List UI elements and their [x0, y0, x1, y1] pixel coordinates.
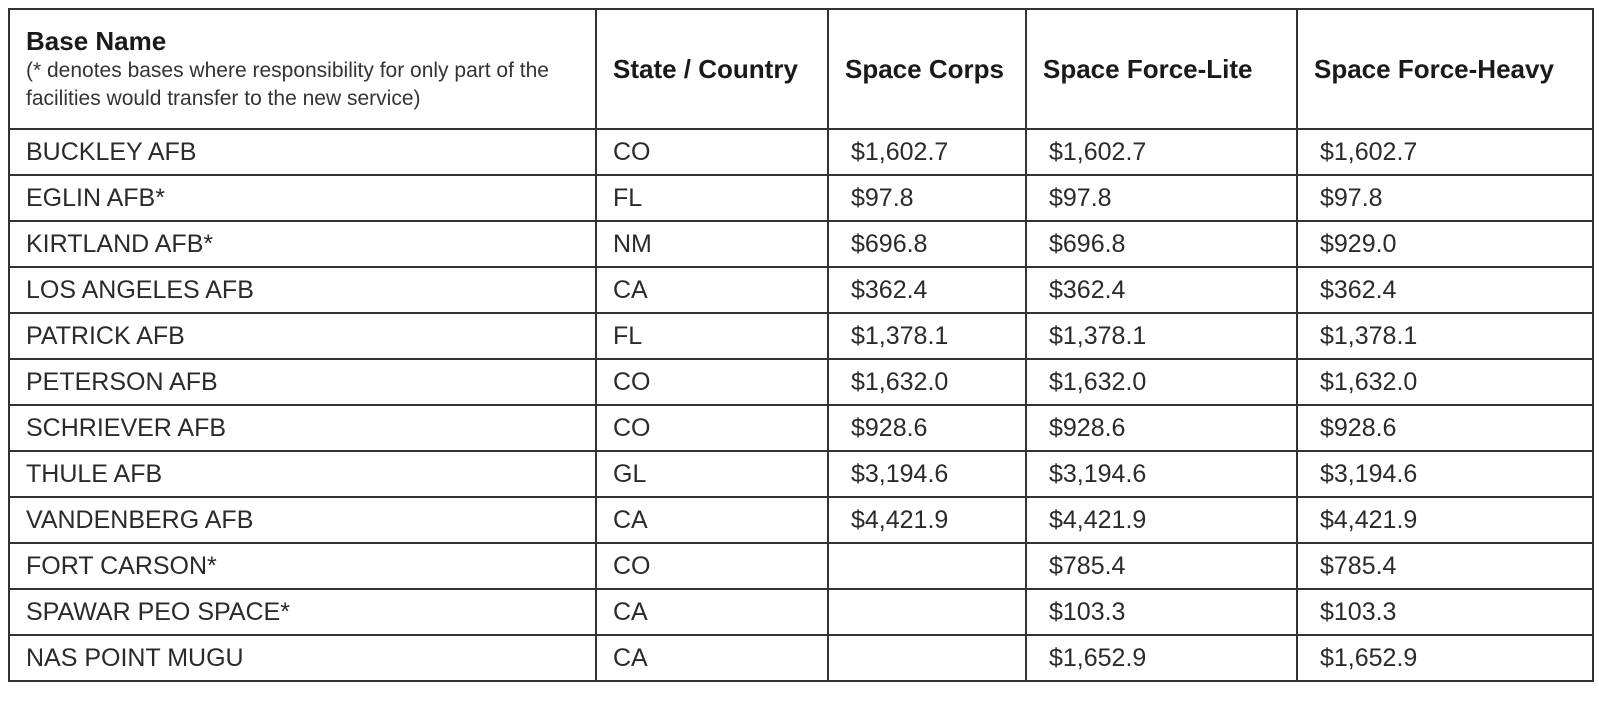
- cell-space-corps: [827, 634, 1027, 682]
- cell-state: CA: [595, 634, 829, 682]
- cell-space-force-heavy: $362.4: [1296, 266, 1594, 314]
- cell-space-force-heavy: $1,652.9: [1296, 634, 1594, 682]
- cell-state: FL: [595, 312, 829, 360]
- table-row: PATRICK AFB FL $1,378.1 $1,378.1 $1,378.…: [8, 312, 1594, 360]
- table-row: FORT CARSON* CO $785.4 $785.4: [8, 542, 1594, 590]
- table-body: BUCKLEY AFB CO $1,602.7 $1,602.7 $1,602.…: [8, 128, 1594, 682]
- header-space-corps: Space Corps: [827, 8, 1027, 130]
- table-header: Base Name (* denotes bases where respons…: [8, 8, 1594, 130]
- cell-space-force-lite: $1,632.0: [1025, 358, 1298, 406]
- cell-state: CA: [595, 588, 829, 636]
- cell-space-force-lite: $928.6: [1025, 404, 1298, 452]
- cell-space-force-heavy: $785.4: [1296, 542, 1594, 590]
- cell-space-force-heavy: $1,632.0: [1296, 358, 1594, 406]
- header-row: Base Name (* denotes bases where respons…: [8, 8, 1594, 130]
- cell-base-name: VANDENBERG AFB: [8, 496, 597, 544]
- cell-space-corps: $1,602.7: [827, 128, 1027, 176]
- cell-space-corps: $1,632.0: [827, 358, 1027, 406]
- cell-base-name: FORT CARSON*: [8, 542, 597, 590]
- cell-space-corps: $4,421.9: [827, 496, 1027, 544]
- header-base-name-note: (* denotes bases where responsibility fo…: [26, 59, 549, 110]
- cell-state: CO: [595, 542, 829, 590]
- cell-space-force-heavy: $1,378.1: [1296, 312, 1594, 360]
- cell-base-name: EGLIN AFB*: [8, 174, 597, 222]
- cell-state: GL: [595, 450, 829, 498]
- bases-cost-table: Base Name (* denotes bases where respons…: [8, 8, 1594, 682]
- header-state-country: State / Country: [595, 8, 829, 130]
- table-row: THULE AFB GL $3,194.6 $3,194.6 $3,194.6: [8, 450, 1594, 498]
- cell-space-force-lite: $1,652.9: [1025, 634, 1298, 682]
- cell-space-corps: $1,378.1: [827, 312, 1027, 360]
- cell-base-name: SPAWAR PEO SPACE*: [8, 588, 597, 636]
- cell-base-name: PETERSON AFB: [8, 358, 597, 406]
- table-row: VANDENBERG AFB CA $4,421.9 $4,421.9 $4,4…: [8, 496, 1594, 544]
- cell-space-force-lite: $362.4: [1025, 266, 1298, 314]
- cell-state: NM: [595, 220, 829, 268]
- cell-space-force-lite: $97.8: [1025, 174, 1298, 222]
- cell-space-force-heavy: $97.8: [1296, 174, 1594, 222]
- cell-space-corps: $97.8: [827, 174, 1027, 222]
- table-row: PETERSON AFB CO $1,632.0 $1,632.0 $1,632…: [8, 358, 1594, 406]
- cell-space-force-heavy: $928.6: [1296, 404, 1594, 452]
- header-base-name-title: Base Name: [26, 26, 167, 56]
- cell-state: CA: [595, 496, 829, 544]
- cell-base-name: PATRICK AFB: [8, 312, 597, 360]
- cell-space-corps: $3,194.6: [827, 450, 1027, 498]
- cell-state: CO: [595, 358, 829, 406]
- cell-base-name: NAS POINT MUGU: [8, 634, 597, 682]
- cell-space-corps: $928.6: [827, 404, 1027, 452]
- bases-table-container: Base Name (* denotes bases where respons…: [8, 8, 1594, 682]
- cell-base-name: KIRTLAND AFB*: [8, 220, 597, 268]
- cell-space-force-heavy: $3,194.6: [1296, 450, 1594, 498]
- cell-space-corps: [827, 542, 1027, 590]
- header-base-name: Base Name (* denotes bases where respons…: [8, 8, 597, 130]
- table-row: NAS POINT MUGU CA $1,652.9 $1,652.9: [8, 634, 1594, 682]
- cell-state: CA: [595, 266, 829, 314]
- cell-state: FL: [595, 174, 829, 222]
- header-space-force-lite: Space Force-Lite: [1025, 8, 1298, 130]
- cell-state: CO: [595, 404, 829, 452]
- cell-space-force-heavy: $103.3: [1296, 588, 1594, 636]
- table-row: KIRTLAND AFB* NM $696.8 $696.8 $929.0: [8, 220, 1594, 268]
- cell-base-name: BUCKLEY AFB: [8, 128, 597, 176]
- cell-state: CO: [595, 128, 829, 176]
- cell-space-corps: $362.4: [827, 266, 1027, 314]
- cell-space-force-lite: $3,194.6: [1025, 450, 1298, 498]
- header-space-force-heavy: Space Force-Heavy: [1296, 8, 1594, 130]
- cell-space-force-lite: $103.3: [1025, 588, 1298, 636]
- cell-space-force-lite: $785.4: [1025, 542, 1298, 590]
- cell-base-name: THULE AFB: [8, 450, 597, 498]
- table-row: SCHRIEVER AFB CO $928.6 $928.6 $928.6: [8, 404, 1594, 452]
- cell-space-force-heavy: $1,602.7: [1296, 128, 1594, 176]
- cell-base-name: LOS ANGELES AFB: [8, 266, 597, 314]
- table-row: BUCKLEY AFB CO $1,602.7 $1,602.7 $1,602.…: [8, 128, 1594, 176]
- cell-space-force-lite: $1,602.7: [1025, 128, 1298, 176]
- table-row: SPAWAR PEO SPACE* CA $103.3 $103.3: [8, 588, 1594, 636]
- cell-space-corps: $696.8: [827, 220, 1027, 268]
- cell-space-corps: [827, 588, 1027, 636]
- cell-space-force-lite: $4,421.9: [1025, 496, 1298, 544]
- table-row: EGLIN AFB* FL $97.8 $97.8 $97.8: [8, 174, 1594, 222]
- cell-space-force-lite: $1,378.1: [1025, 312, 1298, 360]
- cell-space-force-heavy: $929.0: [1296, 220, 1594, 268]
- cell-space-force-lite: $696.8: [1025, 220, 1298, 268]
- cell-base-name: SCHRIEVER AFB: [8, 404, 597, 452]
- cell-space-force-heavy: $4,421.9: [1296, 496, 1594, 544]
- table-row: LOS ANGELES AFB CA $362.4 $362.4 $362.4: [8, 266, 1594, 314]
